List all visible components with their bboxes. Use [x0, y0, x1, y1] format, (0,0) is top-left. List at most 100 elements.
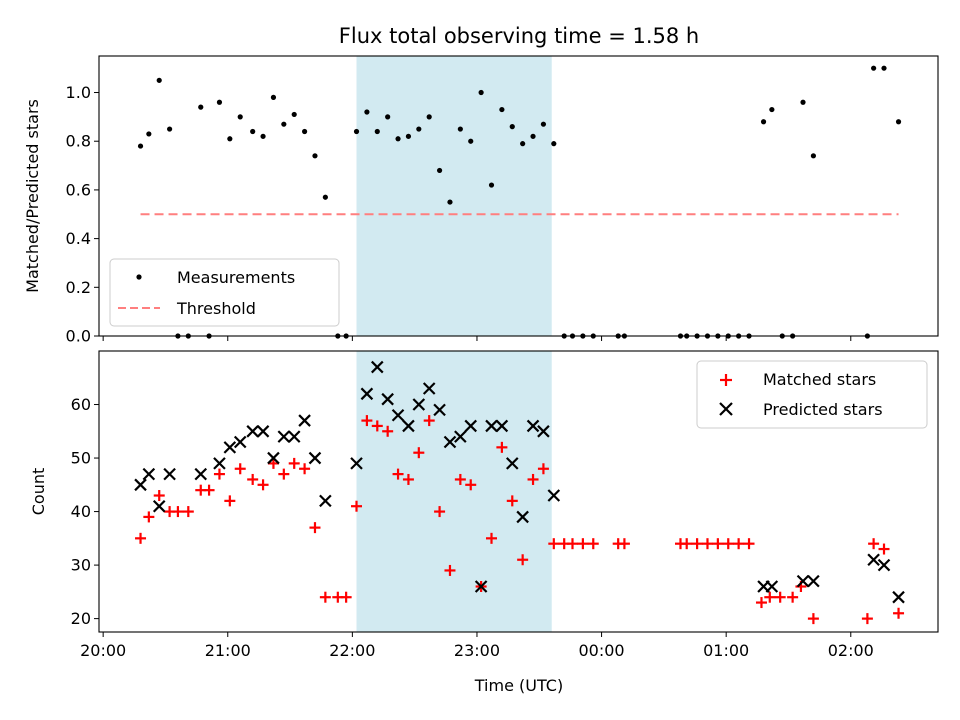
x-stroke: [371, 360, 384, 374]
bottom-y-axis-label: Count: [29, 468, 48, 516]
y-tick-label: 30: [71, 556, 91, 575]
matched-star-point: [213, 468, 225, 480]
predicted-star-point: [877, 558, 891, 572]
x-stroke: [233, 435, 247, 449]
matched-star-point: [548, 538, 560, 550]
y-tick-label: 1.0: [66, 83, 91, 102]
x-tick-label: 20:00: [80, 641, 126, 660]
matched-star-point: [486, 532, 498, 544]
matched-star-point: [861, 613, 873, 625]
matched-star-point: [537, 463, 549, 475]
predicted-star-point: [152, 499, 166, 513]
x-stroke: [547, 489, 561, 502]
matched-star-point: [351, 500, 363, 512]
predicted-star-point: [867, 553, 880, 567]
matched-star-point: [618, 538, 630, 550]
legend-box: [109, 258, 340, 327]
predicted-star-point: [807, 574, 820, 588]
x-tick-label: 22:00: [329, 641, 375, 660]
matched-star-point: [878, 543, 890, 555]
measurement-point: [457, 126, 463, 132]
matched-star-point: [566, 538, 578, 550]
predicted-star-point: [213, 457, 226, 470]
matched-star-point: [288, 457, 300, 469]
x-stroke: [443, 435, 457, 449]
y-tick-label: 0.6: [66, 180, 91, 199]
predicted-star-point: [422, 382, 436, 395]
predicted-star-point: [474, 580, 488, 593]
matched-star-point: [444, 564, 456, 576]
predicted-star-point: [454, 430, 467, 443]
measurement-point: [364, 109, 370, 115]
matched-star-point: [807, 613, 819, 625]
predicted-star-point: [371, 360, 384, 374]
matched-star-point: [267, 457, 279, 469]
matched-star-point: [143, 511, 155, 523]
top-y-axis-label: Matched/Predicted stars: [23, 99, 42, 293]
matched-star-point: [743, 538, 755, 550]
matched-star-point: [712, 538, 724, 550]
measurement-point: [385, 114, 391, 120]
measurement-point: [468, 138, 474, 144]
measurement-point: [237, 114, 243, 120]
matched-star-point: [423, 415, 435, 427]
matched-star-point: [496, 441, 508, 453]
measurement-point: [520, 141, 526, 147]
measurement-point: [374, 128, 380, 135]
predicted-star-point: [319, 494, 332, 508]
matched-star-point: [234, 463, 246, 475]
x-stroke: [134, 478, 147, 492]
measurement-point: [227, 136, 233, 142]
measurement-point: [301, 128, 308, 135]
matched-star-point: [153, 490, 165, 502]
x-tick-label: 21:00: [205, 641, 251, 660]
measurement-point: [405, 133, 412, 139]
y-tick-label: 0.2: [66, 278, 91, 297]
x-stroke: [422, 382, 436, 395]
measurement-point: [281, 121, 287, 127]
predicted-star-point: [547, 489, 561, 502]
measurement-point: [198, 104, 204, 110]
measurement-point: [291, 111, 297, 118]
matched-star-point: [382, 425, 394, 437]
x-stroke: [433, 403, 446, 417]
predicted-star-point: [391, 408, 405, 422]
x-stroke: [485, 419, 498, 433]
y-tick-label: 0.4: [66, 229, 91, 248]
predicted-star-point: [308, 451, 322, 465]
x-stroke: [807, 574, 820, 588]
predicted-star-point: [194, 467, 208, 481]
measurement-point: [810, 153, 816, 159]
x-stroke: [142, 467, 156, 481]
matched-star-point: [413, 447, 425, 459]
y-tick-label: 0.8: [66, 132, 91, 151]
measurement-point: [395, 136, 401, 142]
x-axis-label: Time (UTC): [474, 676, 563, 695]
x-stroke: [194, 467, 208, 481]
matched-star-point: [587, 538, 599, 550]
measurement-point: [137, 143, 144, 149]
x-stroke: [223, 441, 237, 454]
legend-label-matched: Matched stars: [763, 370, 876, 389]
predicted-star-point: [402, 419, 415, 433]
matched-star-point: [893, 607, 905, 619]
predicted-star-point: [526, 419, 540, 433]
top-axes-frame: [98, 55, 939, 337]
predicted-star-point: [516, 510, 529, 524]
matched-star-point: [224, 495, 236, 507]
measurement-point: [312, 153, 318, 159]
matched-star-point: [278, 468, 290, 480]
observing-window-shade: [356, 56, 552, 336]
matched-star-point: [701, 538, 713, 550]
x-stroke: [391, 408, 405, 422]
measurement-point: [769, 106, 775, 113]
chart-title: Flux total observing time = 1.58 h: [339, 24, 699, 48]
x-tick-label: 23:00: [454, 641, 500, 660]
predicted-star-point: [287, 430, 301, 443]
matched-star-point: [787, 591, 799, 603]
x-stroke: [277, 430, 291, 443]
top-y-ticks: 0.0 0.2 0.4 0.6 0.8 1.0: [66, 83, 99, 346]
measurement-point: [260, 133, 266, 139]
matched-star-point: [681, 538, 693, 550]
